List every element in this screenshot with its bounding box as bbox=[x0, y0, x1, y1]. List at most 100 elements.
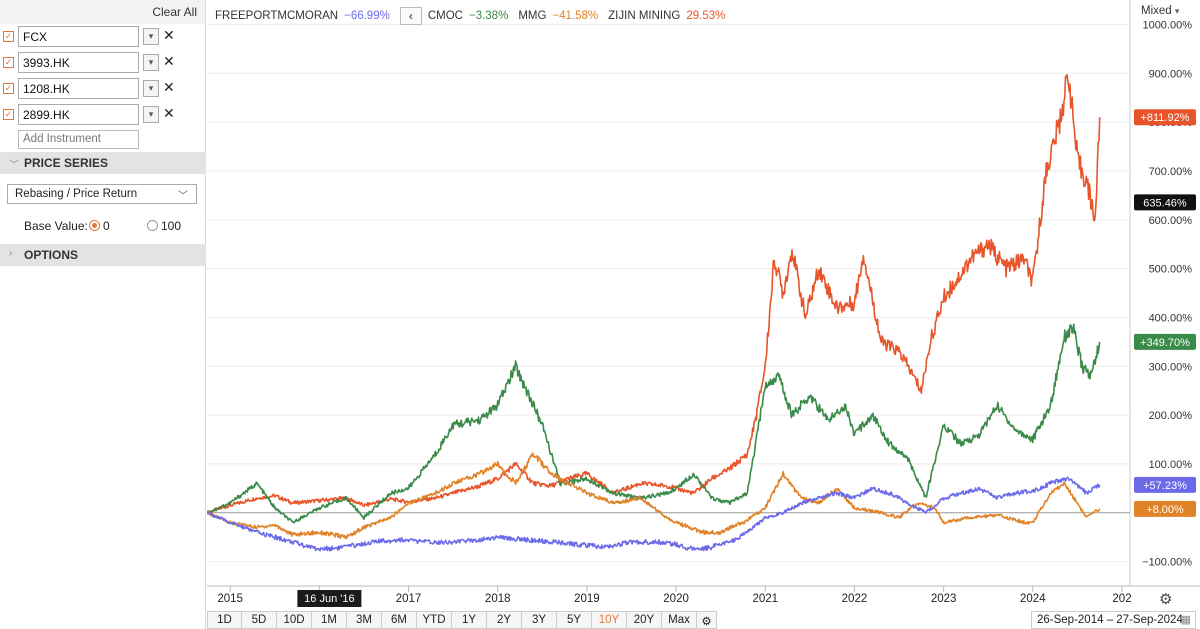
y-tick-labels: 1000.00%900.00%800.00%700.00%600.00%500.… bbox=[1142, 19, 1192, 568]
crosshair-date-box bbox=[297, 590, 362, 607]
chart-area[interactable]: 1000.00%900.00%800.00%700.00%600.00%500.… bbox=[207, 0, 1200, 629]
chevron-down-icon: ﹀ bbox=[9, 160, 19, 171]
x-tick-label: 2015 bbox=[217, 593, 243, 605]
end-value-badge bbox=[1134, 109, 1196, 126]
gear-icon[interactable]: ⚙ bbox=[697, 611, 717, 629]
range-button-10d[interactable]: 10D bbox=[277, 611, 312, 629]
sidebar-header: Clear All bbox=[0, 0, 205, 24]
date-range-text: 26-Sep-2014 – 27-Sep-2024 bbox=[1037, 614, 1183, 626]
base-value-radio-0[interactable] bbox=[89, 220, 100, 231]
time-range-bar: 1D 5D 10D 1M 3M 6M YTD 1Y 2Y 3Y 5Y 10Y 20Y Max ⚙ bbox=[207, 611, 717, 629]
clear-all-button[interactable]: Clear All bbox=[152, 5, 197, 19]
chevron-right-icon: › bbox=[9, 248, 13, 259]
base-value-option-label: 0 bbox=[103, 219, 110, 233]
end-value-badge bbox=[1134, 500, 1196, 517]
instrument-row: ✓ FCX ▾ ✕ bbox=[0, 26, 206, 48]
x-tick-label: 2021 bbox=[752, 593, 778, 605]
options-header[interactable]: › OPTIONS bbox=[0, 244, 206, 266]
chart-settings-gear-icon[interactable]: ⚙ bbox=[1159, 591, 1173, 608]
range-button-max[interactable]: Max bbox=[662, 611, 697, 629]
instrument-row: ✓ 1208.HK ▾ ✕ bbox=[0, 78, 206, 100]
chevron-down-icon[interactable]: ▾ bbox=[143, 28, 159, 45]
crosshair-value-badge bbox=[1134, 194, 1196, 211]
scale-mode-select[interactable]: Mixed ▾ bbox=[1141, 5, 1179, 17]
chevron-down-icon: ﹀ bbox=[178, 191, 188, 202]
x-tick-label: 2018 bbox=[485, 593, 511, 605]
y-tick-label: 600.00% bbox=[1149, 215, 1193, 227]
instrument-sidebar: Clear All ✓ FCX ▾ ✕ ✓ 3993.HK ▾ ✕ ✓ 1208… bbox=[0, 0, 206, 629]
x-tick-label: 2020 bbox=[663, 593, 689, 605]
base-value-option-label: 100 bbox=[161, 219, 182, 233]
chart-svg[interactable]: 1000.00%900.00%800.00%700.00%600.00%500.… bbox=[207, 0, 1200, 611]
instrument-input[interactable]: 3993.HK bbox=[18, 52, 139, 73]
legend-series-change: −41.58% bbox=[552, 10, 599, 23]
instrument-checkbox[interactable]: ✓ bbox=[3, 83, 14, 94]
close-icon[interactable]: ✕ bbox=[163, 105, 175, 121]
x-tick-label: 2022 bbox=[842, 593, 868, 605]
end-value-label: +8.00% bbox=[1146, 504, 1184, 516]
chevron-down-icon[interactable]: ▾ bbox=[143, 54, 159, 71]
price-series-header[interactable]: ﹀ PRICE SERIES bbox=[0, 152, 206, 174]
close-icon[interactable]: ✕ bbox=[163, 53, 175, 69]
range-button-20y[interactable]: 20Y bbox=[627, 611, 662, 629]
range-button-5d[interactable]: 5D bbox=[242, 611, 277, 629]
instrument-input[interactable]: FCX bbox=[18, 26, 139, 47]
close-icon[interactable]: ✕ bbox=[163, 27, 175, 43]
legend-series-name[interactable]: ZIJIN MINING bbox=[608, 10, 681, 23]
y-tick-label: 300.00% bbox=[1149, 361, 1193, 373]
range-button-6m[interactable]: 6M bbox=[382, 611, 417, 629]
end-value-labels: +811.92% +349.70% +8.00% +57.23% 635.46% bbox=[1134, 109, 1196, 517]
base-value-radio-100[interactable] bbox=[147, 220, 158, 231]
instrument-row: ✓ 3993.HK ▾ ✕ bbox=[0, 52, 206, 74]
instrument-input[interactable]: 1208.HK bbox=[18, 78, 139, 99]
instrument-checkbox[interactable]: ✓ bbox=[3, 57, 14, 68]
chevron-down-icon[interactable]: ▾ bbox=[143, 80, 159, 97]
range-button-2y[interactable]: 2Y bbox=[487, 611, 522, 629]
end-value-label: +349.70% bbox=[1140, 337, 1190, 349]
grid-lines bbox=[207, 23, 1130, 563]
scale-mode-value: Mixed bbox=[1141, 5, 1172, 17]
y-tick-label: 900.00% bbox=[1149, 68, 1193, 80]
range-button-1y[interactable]: 1Y bbox=[452, 611, 487, 629]
crosshair-date-label: 16 Jun '16 bbox=[304, 593, 354, 605]
chevron-down-icon[interactable]: ▾ bbox=[143, 106, 159, 123]
series-line bbox=[207, 452, 1101, 540]
end-value-badge bbox=[1134, 333, 1196, 350]
y-tick-label: 200.00% bbox=[1149, 410, 1193, 422]
instrument-checkbox[interactable]: ✓ bbox=[3, 109, 14, 120]
options-title: OPTIONS bbox=[24, 248, 79, 262]
legend-series-name[interactable]: CMOC bbox=[427, 10, 463, 23]
range-button-5y[interactable]: 5Y bbox=[557, 611, 592, 629]
x-tick-label: 2023 bbox=[931, 593, 957, 605]
chevron-left-icon[interactable]: ‹ bbox=[399, 7, 422, 25]
calendar-icon[interactable]: ▦ bbox=[1180, 614, 1191, 626]
y-tick-label: 400.00% bbox=[1149, 312, 1193, 324]
date-range-field[interactable]: 26-Sep-2014 – 27-Sep-2024 ▦ bbox=[1031, 611, 1196, 629]
rebasing-value: Rebasing / Price Return bbox=[15, 188, 138, 200]
chevron-down-icon: ▾ bbox=[1174, 6, 1180, 16]
chart-legend: FREEPORTMCMORAN −66.99% ‹ CMOC −3.38% MMG −41.… bbox=[215, 7, 735, 27]
range-button-3m[interactable]: 3M bbox=[347, 611, 382, 629]
end-value-label: +57.23% bbox=[1143, 480, 1187, 492]
base-value-label: Base Value: bbox=[24, 219, 88, 233]
range-button-3y[interactable]: 3Y bbox=[522, 611, 557, 629]
legend-series-name[interactable]: MMG bbox=[518, 10, 547, 23]
y-tick-label: 500.00% bbox=[1149, 264, 1193, 276]
range-button-ytd[interactable]: YTD bbox=[417, 611, 452, 629]
range-button-1d[interactable]: 1D bbox=[207, 611, 242, 629]
range-button-10y[interactable]: 10Y bbox=[592, 611, 627, 629]
instrument-input[interactable]: 2899.HK bbox=[18, 104, 139, 125]
close-icon[interactable]: ✕ bbox=[163, 79, 175, 95]
range-button-1m[interactable]: 1M bbox=[312, 611, 347, 629]
rebasing-select[interactable]: Rebasing / Price Return ﹀ bbox=[7, 184, 197, 204]
series-line bbox=[207, 73, 1101, 515]
price-series-title: PRICE SERIES bbox=[24, 156, 109, 170]
legend-series-name[interactable]: FREEPORTMCMORAN bbox=[215, 10, 339, 23]
x-tick-label: 2019 bbox=[574, 593, 600, 605]
x-tick-label: 2024 bbox=[1020, 593, 1046, 605]
crosshair-value-label: 635.46% bbox=[1143, 197, 1187, 209]
x-tick-label: 2017 bbox=[396, 593, 422, 605]
add-instrument-input[interactable]: Add Instrument bbox=[18, 130, 139, 149]
instrument-checkbox[interactable]: ✓ bbox=[3, 31, 14, 42]
legend-series-change: 29.53% bbox=[686, 10, 726, 23]
